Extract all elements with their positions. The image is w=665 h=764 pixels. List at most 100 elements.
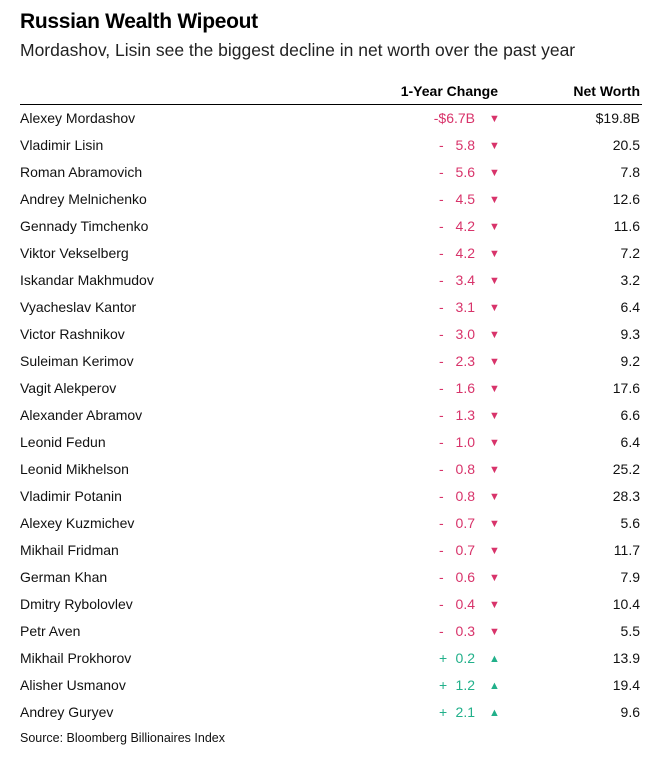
row-name: Alexey Mordashov [20,110,136,126]
table-row: Vladimir Potanin -0.8 ▼ 28.3 [20,483,642,510]
chart-title: Russian Wealth Wipeout [20,10,258,33]
arrow-down-icon: ▼ [489,545,500,557]
change-sign: - [439,191,444,207]
change-value: 0.8 [455,461,475,477]
table-row: German Khan -0.6 ▼ 7.9 [20,564,642,591]
net-worth-value: 7.9 [620,569,640,585]
arrow-down-icon: ▼ [489,599,500,611]
change-value: 4.5 [455,191,475,207]
net-worth-value: 6.6 [620,407,640,423]
row-name: Mikhail Fridman [20,542,119,558]
change-value: 0.4 [455,596,475,612]
table-body: Alexey Mordashov -$6.7B ▼ $19.8B Vladimir Li… [20,105,642,726]
net-worth-value: 10.4 [612,596,640,612]
row-name: Andrey Guryev [20,704,114,720]
table-row: Alexey Mordashov -$6.7B ▼ $19.8B [20,105,642,132]
row-name: Alisher Usmanov [20,677,126,693]
change-sign: - [439,326,444,342]
change-sign: - [439,164,444,180]
change-sign: - [439,461,444,477]
change-sign: - [439,407,444,423]
arrow-up-icon: ▲ [489,653,500,665]
net-worth-value: 12.6 [612,191,640,207]
column-header-change: 1-Year Change [400,83,498,99]
arrow-down-icon: ▼ [489,464,500,476]
table-row: Victor Rashnikov -3.0 ▼ 9.3 [20,321,642,348]
change-value: 4.2 [455,245,475,261]
table-row: Roman Abramovich -5.6 ▼ 7.8 [20,159,642,186]
change-value: 5.8 [455,137,475,153]
table-row: Alisher Usmanov +1.2 ▲ 19.4 [20,672,642,699]
change-value: 3.0 [455,326,475,342]
change-value: 3.1 [455,299,475,315]
column-header-net-worth: Net Worth [573,83,640,99]
arrow-down-icon: ▼ [489,113,500,125]
table-row: Alexey Kuzmichev -0.7 ▼ 5.6 [20,510,642,537]
table-row: Gennady Timchenko -4.2 ▼ 11.6 [20,213,642,240]
change-sign: - [439,137,444,153]
change-sign: - [439,623,444,639]
net-worth-value: 7.2 [620,245,640,261]
net-worth-value: 5.5 [620,623,640,639]
row-name: Victor Rashnikov [20,326,125,342]
table-row: Vyacheslav Kantor -3.1 ▼ 6.4 [20,294,642,321]
change-value: 1.2 [455,677,475,693]
arrow-up-icon: ▲ [489,680,500,692]
change-value: -$6.7B [433,110,475,126]
arrow-down-icon: ▼ [489,140,500,152]
change-value: 0.7 [455,515,475,531]
change-sign: - [439,569,444,585]
arrow-down-icon: ▼ [489,518,500,530]
change-value: 1.0 [455,434,475,450]
change-value: 1.3 [455,407,475,423]
change-value: 0.6 [455,569,475,585]
table-row: Suleiman Kerimov -2.3 ▼ 9.2 [20,348,642,375]
net-worth-value: 17.6 [612,380,640,396]
change-value: 0.8 [455,488,475,504]
change-value: 2.3 [455,353,475,369]
arrow-down-icon: ▼ [489,572,500,584]
change-sign: - [439,515,444,531]
net-worth-value: 25.2 [612,461,640,477]
table-row: Dmitry Rybolovlev -0.4 ▼ 10.4 [20,591,642,618]
net-worth-value: 11.6 [613,218,640,234]
net-worth-value: 6.4 [620,434,640,450]
arrow-down-icon: ▼ [489,167,500,179]
arrow-down-icon: ▼ [489,302,500,314]
arrow-down-icon: ▼ [489,248,500,260]
net-worth-value: 19.4 [612,677,640,693]
arrow-down-icon: ▼ [489,221,500,233]
change-value: 3.4 [455,272,475,288]
row-name: Gennady Timchenko [20,218,149,234]
arrow-down-icon: ▼ [489,410,500,422]
net-worth-value: 9.2 [620,353,640,369]
change-sign: - [439,488,444,504]
arrow-down-icon: ▼ [489,626,500,638]
change-sign: - [439,299,444,315]
table-row: Iskandar Makhmudov -3.4 ▼ 3.2 [20,267,642,294]
net-worth-value: $19.8B [595,110,640,126]
change-sign: - [439,218,444,234]
row-name: Andrey Melnichenko [20,191,147,207]
arrow-down-icon: ▼ [489,437,500,449]
net-worth-value: 5.6 [620,515,640,531]
row-name: Viktor Vekselberg [20,245,129,261]
net-worth-value: 20.5 [612,137,640,153]
arrow-down-icon: ▼ [489,383,500,395]
row-name: Leonid Fedun [20,434,106,450]
table-row: Mikhail Prokhorov +0.2 ▲ 13.9 [20,645,642,672]
arrow-down-icon: ▼ [489,491,500,503]
table-row: Petr Aven -0.3 ▼ 5.5 [20,618,642,645]
row-name: German Khan [20,569,108,585]
row-name: Alexander Abramov [20,407,143,423]
arrow-down-icon: ▼ [489,275,500,287]
arrow-down-icon: ▼ [489,329,500,341]
table-row: Andrey Guryev +2.1 ▲ 9.6 [20,699,642,726]
change-value: 1.6 [455,380,475,396]
net-worth-value: 13.9 [612,650,640,666]
change-value: 4.2 [455,218,475,234]
change-sign: - [439,353,444,369]
net-worth-value: 7.8 [620,164,640,180]
net-worth-value: 3.2 [620,272,640,288]
net-worth-value: 9.3 [620,326,640,342]
